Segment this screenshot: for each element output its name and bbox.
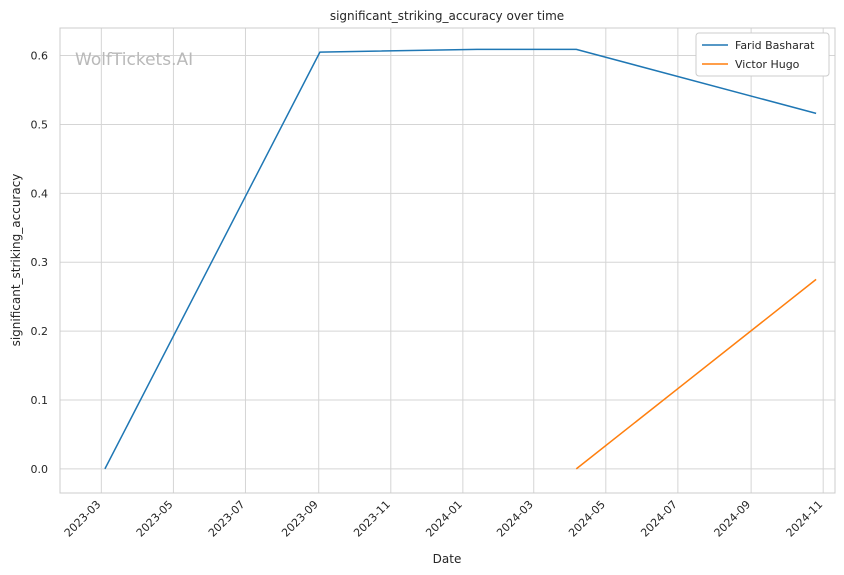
watermark: WolfTickets.AI xyxy=(75,50,193,70)
legend-label: Farid Basharat xyxy=(735,39,815,52)
x-tick-label: 2024-07 xyxy=(638,498,680,540)
x-tick-label: 2024-11 xyxy=(784,498,826,540)
x-tick-label: 2024-09 xyxy=(712,498,754,540)
y-tick-label: 0.4 xyxy=(31,187,49,200)
plot-area-frame xyxy=(59,27,836,494)
grid xyxy=(60,28,835,493)
series-line-1 xyxy=(104,48,817,470)
y-tick-label: 0.6 xyxy=(31,50,49,63)
legend-label: Victor Hugo xyxy=(735,58,800,71)
series-layer xyxy=(104,48,817,470)
legend: Farid Basharat Victor Hugo xyxy=(695,32,830,77)
x-tick-label: 2024-05 xyxy=(566,498,608,540)
y-tick-label: 0.1 xyxy=(31,394,49,407)
x-axis-label: Date xyxy=(433,552,462,566)
series-line-2 xyxy=(575,278,817,470)
y-tick-label: 0.3 xyxy=(31,256,49,269)
y-tick-label: 0.0 xyxy=(31,463,49,476)
x-tick-label: 2023-03 xyxy=(62,498,104,540)
chart-title: significant_striking_accuracy over time xyxy=(330,9,564,23)
y-axis-label: significant_striking_accuracy xyxy=(9,174,23,347)
x-tick-label: 2023-11 xyxy=(351,498,393,540)
x-tick-label: 2024-01 xyxy=(423,498,465,540)
x-tick-label: 2023-09 xyxy=(279,498,321,540)
y-axis-ticks: 0.0 0.1 0.2 0.3 0.4 0.5 0.6 xyxy=(31,50,49,476)
x-tick-label: 2023-07 xyxy=(206,498,248,540)
x-tick-label: 2023-05 xyxy=(134,498,176,540)
x-axis-ticks: 2023-03 2023-05 2023-07 2023-09 2023-11 2024-… xyxy=(62,498,826,540)
x-tick-label: 2024-03 xyxy=(494,498,536,540)
y-tick-label: 0.5 xyxy=(31,118,49,131)
legend-box xyxy=(695,32,830,77)
y-tick-label: 0.2 xyxy=(31,325,49,338)
